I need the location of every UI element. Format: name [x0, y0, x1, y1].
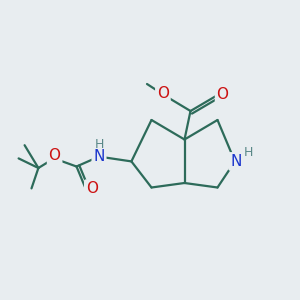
Text: N: N [230, 154, 242, 169]
Text: H: H [94, 137, 104, 151]
Text: O: O [49, 148, 61, 164]
Text: N: N [93, 149, 105, 164]
Text: O: O [86, 181, 98, 196]
Text: O: O [217, 87, 229, 102]
Text: H: H [244, 146, 254, 160]
Text: O: O [157, 86, 169, 101]
